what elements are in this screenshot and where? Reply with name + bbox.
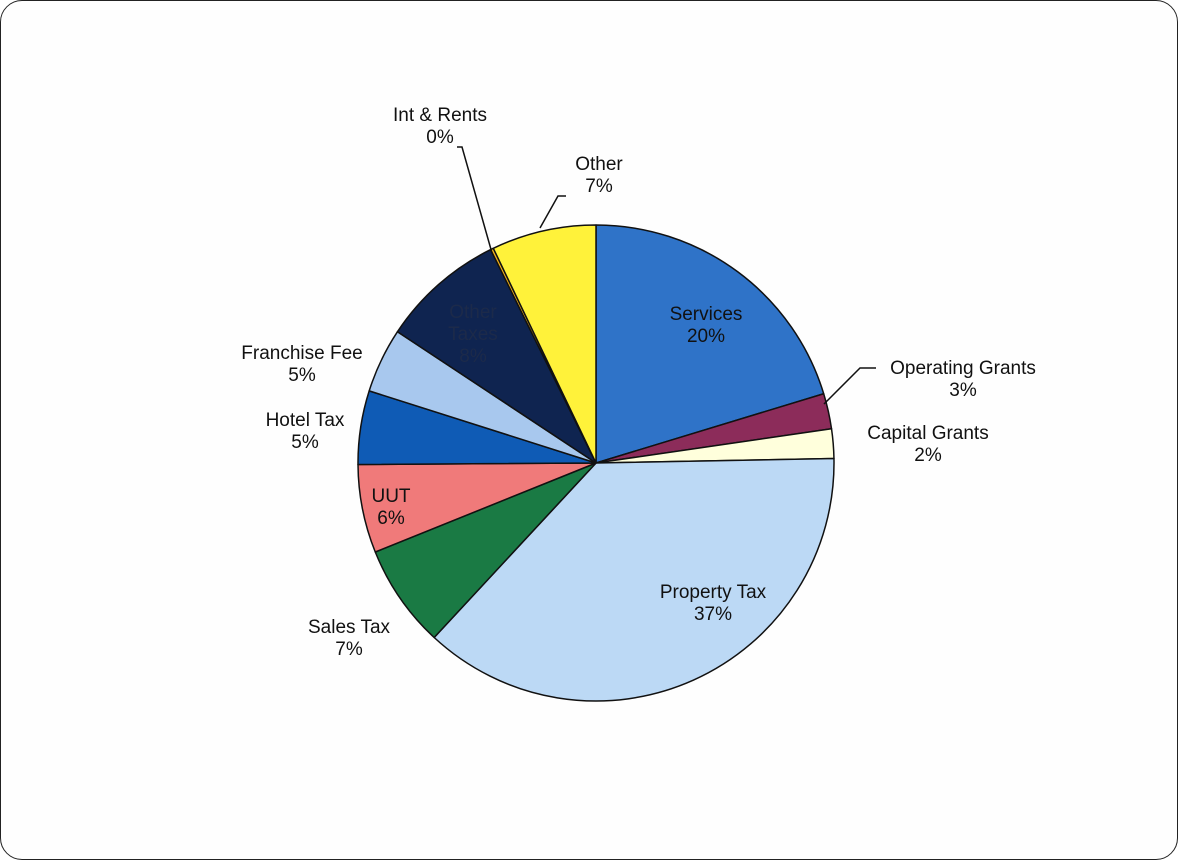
slice-services [595, 224, 825, 464]
pie-slices [357, 224, 835, 702]
slice-label-franchise-fee: Franchise Fee 5% [241, 343, 362, 386]
slice-percent-capital-grants: 2% [914, 445, 942, 466]
slice-percent-uut: 6% [377, 508, 405, 529]
leader-line-int-rents [457, 146, 493, 254]
slice-other [492, 224, 597, 464]
slice-percent-hotel-tax: 5% [291, 432, 319, 453]
slice-label-sales-tax: Sales Tax 7% [308, 617, 391, 660]
leader-line-operating-grants [823, 367, 876, 405]
slice-label-other-taxes: Other Taxes 8% [448, 302, 498, 367]
leader-lines [457, 146, 876, 405]
slice-label-uut: UUT 6% [371, 486, 410, 529]
slice-sales-tax [374, 462, 597, 639]
slice-label-hotel-tax: Hotel Tax 5% [266, 410, 345, 453]
slice-labels: Services 20% Operating Grants 3% Capital Gra… [241, 105, 1036, 660]
slice-percent-other-taxes: 8% [459, 346, 487, 367]
leader-line-other [539, 195, 566, 229]
slice-property-tax [433, 457, 835, 702]
slice-label-property-tax: Property Tax 37% [660, 582, 767, 625]
slice-label-int-rents: Int & Rents 0% [393, 105, 487, 148]
slice-label-operating-grants: Operating Grants 3% [890, 358, 1036, 401]
slice-label-other: Other 7% [575, 154, 623, 197]
slice-percent-operating-grants: 3% [949, 380, 977, 401]
slice-other-taxes [396, 248, 597, 464]
slice-percent-franchise-fee: 5% [288, 365, 316, 386]
slice-percent-sales-tax: 7% [335, 639, 363, 660]
slice-label-services: Services 20% [670, 304, 743, 347]
slice-percent-services: 20% [687, 326, 725, 347]
slice-percent-other: 7% [585, 176, 613, 197]
slice-percent-property-tax: 37% [694, 604, 732, 625]
slice-label-capital-grants: Capital Grants 2% [867, 423, 988, 466]
slice-percent-int-rents: 0% [426, 127, 454, 148]
